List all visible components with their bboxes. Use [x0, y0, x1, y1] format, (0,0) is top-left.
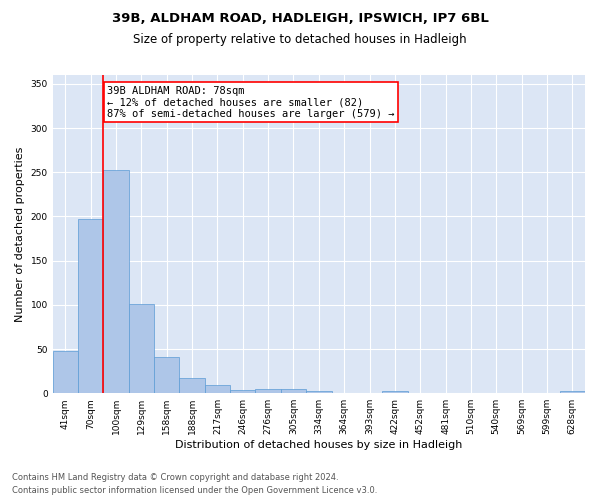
Text: Contains public sector information licensed under the Open Government Licence v3: Contains public sector information licen… — [12, 486, 377, 495]
Bar — [53, 351, 78, 393]
Bar — [382, 390, 407, 393]
Bar — [103, 170, 129, 393]
X-axis label: Distribution of detached houses by size in Hadleigh: Distribution of detached houses by size … — [175, 440, 463, 450]
Text: 39B, ALDHAM ROAD, HADLEIGH, IPSWICH, IP7 6BL: 39B, ALDHAM ROAD, HADLEIGH, IPSWICH, IP7… — [112, 12, 488, 26]
Bar — [256, 389, 281, 393]
Bar — [205, 386, 230, 393]
Bar — [129, 304, 154, 393]
Bar — [560, 390, 585, 393]
Text: Size of property relative to detached houses in Hadleigh: Size of property relative to detached ho… — [133, 32, 467, 46]
Text: Contains HM Land Registry data © Crown copyright and database right 2024.: Contains HM Land Registry data © Crown c… — [12, 474, 338, 482]
Bar — [154, 357, 179, 393]
Bar — [230, 390, 256, 393]
Bar — [78, 219, 103, 393]
Bar — [179, 378, 205, 393]
Bar — [281, 389, 306, 393]
Y-axis label: Number of detached properties: Number of detached properties — [15, 146, 25, 322]
Text: 39B ALDHAM ROAD: 78sqm
← 12% of detached houses are smaller (82)
87% of semi-det: 39B ALDHAM ROAD: 78sqm ← 12% of detached… — [107, 86, 395, 119]
Bar — [306, 390, 332, 393]
